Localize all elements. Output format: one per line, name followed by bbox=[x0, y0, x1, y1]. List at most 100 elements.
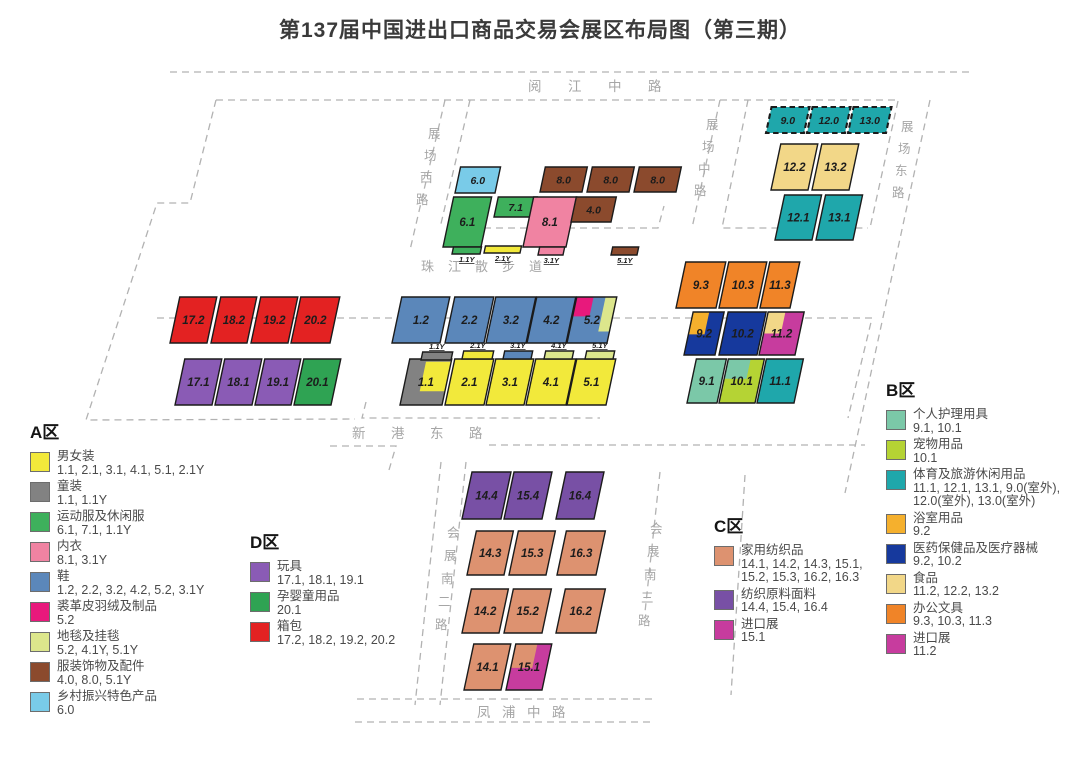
hall-fill bbox=[251, 297, 298, 343]
hall-outline bbox=[756, 358, 805, 404]
legend-item: 食品 11.2, 12.2, 13.2 bbox=[886, 571, 1066, 599]
road-dashed-line bbox=[330, 445, 397, 471]
hall-18.2: 18.2 bbox=[210, 296, 258, 344]
legend-hall-numbers: 17.1, 18.1, 19.1 bbox=[277, 572, 364, 587]
legend-hall-numbers: 9.3, 10.3, 11.3 bbox=[913, 614, 992, 628]
hall-15.2: 15.2 bbox=[503, 588, 553, 634]
road-char: 新 bbox=[352, 426, 366, 441]
strip-1.1Y: 1.1Y bbox=[451, 246, 483, 264]
legend-category-name: 办公文具 bbox=[913, 600, 964, 615]
road-char: 路 bbox=[469, 426, 483, 441]
hall-label: 18.2 bbox=[223, 315, 246, 327]
road-dashed-line bbox=[157, 317, 873, 419]
hall-label: 14.4 bbox=[475, 491, 498, 503]
hall-label: 8.1 bbox=[542, 217, 558, 229]
hall-outline bbox=[522, 196, 578, 248]
road-dashed-line bbox=[691, 99, 721, 229]
road-char: 路 bbox=[552, 705, 566, 720]
road-char: 散 bbox=[475, 259, 488, 274]
strip-fill bbox=[452, 247, 482, 254]
legend-zone-title: C区 bbox=[714, 517, 744, 536]
strip-fill bbox=[611, 247, 639, 255]
legend-category-name: 纺织原料面料 bbox=[741, 586, 817, 601]
legend-hall-numbers: 1.2, 2.2, 3.2, 4.2, 5.2, 3.1Y bbox=[57, 582, 205, 597]
hall-11.1: 11.1 bbox=[756, 358, 805, 404]
hall-17.1: 17.1 bbox=[174, 358, 223, 406]
hall-fill bbox=[766, 107, 810, 133]
hall-label: 11.3 bbox=[769, 280, 791, 292]
legend-color-swatch bbox=[30, 602, 50, 622]
hall-outline bbox=[633, 166, 683, 193]
hall-fill bbox=[255, 359, 301, 405]
hall-outline bbox=[461, 471, 512, 520]
hall-label: 16.2 bbox=[569, 606, 592, 618]
hall-outline bbox=[508, 530, 557, 576]
hall-10.2: 10.2 bbox=[718, 311, 768, 356]
road-char: 中 bbox=[698, 161, 711, 176]
hall-outline bbox=[718, 358, 766, 404]
hall-fill bbox=[571, 197, 617, 222]
hall-label: 13.2 bbox=[824, 162, 847, 174]
hall-outline bbox=[526, 296, 577, 344]
road-dashed-line bbox=[730, 474, 746, 696]
legend-item: 运动服及休闲服 6.1, 7.1, 1.1Y bbox=[30, 509, 235, 537]
legend-item: 办公文具 9.3, 10.3, 11.3 bbox=[886, 600, 1066, 629]
hall-fill bbox=[445, 297, 494, 343]
hall-fill bbox=[587, 167, 635, 192]
legend-category-name: 地毯及挂毯 bbox=[57, 629, 120, 643]
hall-fill bbox=[443, 197, 492, 247]
hall-label: 15.2 bbox=[516, 606, 539, 618]
strip-5.1Y: 5.1Y bbox=[584, 341, 616, 360]
legend-zone-a: A区 男女装 1.1, 2.1, 3.1, 4.1, 5.1, 2.1Y 童装 1.1,… bbox=[30, 418, 235, 720]
legend-category-name: 玩具 bbox=[277, 559, 303, 573]
hall-outline bbox=[391, 296, 451, 344]
hall-15.4: 15.4 bbox=[503, 471, 553, 520]
legend-item: 男女装 1.1, 2.1, 3.1, 4.1, 5.1, 2.1Y bbox=[30, 449, 235, 477]
hall-fill bbox=[504, 589, 552, 633]
hall-fill bbox=[556, 589, 606, 633]
road-char: 场 bbox=[898, 142, 911, 156]
strip-fill bbox=[462, 351, 494, 359]
hall-outline bbox=[566, 296, 618, 344]
legend-color-swatch bbox=[30, 482, 50, 502]
hall-2.1: 2.1 bbox=[444, 358, 495, 406]
hall-fill bbox=[760, 262, 800, 308]
legend-color-swatch bbox=[250, 562, 270, 582]
road-label-珠江散步道: 珠江散步道 bbox=[421, 259, 542, 274]
hall-5.2: 5.2 bbox=[566, 296, 618, 344]
hall-fill bbox=[540, 167, 588, 192]
hall-fill bbox=[486, 297, 536, 343]
strip-outline bbox=[543, 350, 575, 360]
hall-fill bbox=[775, 195, 822, 240]
hall-fill bbox=[757, 359, 804, 403]
legend-item: 进口展 15.1 bbox=[714, 617, 864, 645]
legend-category-name: 进口展 bbox=[913, 630, 951, 645]
hall-16.2: 16.2 bbox=[555, 588, 607, 634]
hall-fill bbox=[676, 262, 726, 308]
legend-hall-numbers: 5.2, 4.1Y, 5.1Y bbox=[57, 642, 139, 657]
strip-label: 2.1Y bbox=[494, 254, 511, 263]
hall-8.0: 8.0 bbox=[586, 166, 636, 193]
legend-zone-title: A区 bbox=[30, 423, 60, 442]
legend-category-name: 孕婴童用品 bbox=[277, 589, 340, 603]
hall-label: 18.1 bbox=[227, 377, 249, 389]
legend-item: 家用纺织品 14.1, 14.2, 14.3, 15.1, 15.2, 15.3,… bbox=[714, 543, 864, 585]
strip-2.1Y: 2.1Y bbox=[483, 245, 523, 263]
hall-label: 12.0 bbox=[819, 115, 840, 127]
hall-outline bbox=[293, 358, 342, 406]
road-dashed-line bbox=[439, 461, 467, 706]
hall-label: 4.0 bbox=[585, 204, 601, 216]
legend-color-swatch bbox=[714, 546, 734, 566]
road-char: 步 bbox=[502, 259, 515, 274]
hall-label: 4.2 bbox=[542, 315, 560, 327]
legend-hall-numbers: 11.2, 12.2, 13.2 bbox=[913, 584, 999, 598]
strip-fill bbox=[484, 246, 522, 253]
hall-subarea bbox=[510, 644, 538, 668]
hall-label: 19.2 bbox=[263, 315, 286, 327]
road-char: 路 bbox=[694, 183, 707, 198]
hall-6.1: 6.1 bbox=[442, 196, 493, 248]
hall-fill bbox=[504, 472, 552, 519]
road-dashed-line bbox=[409, 99, 446, 251]
